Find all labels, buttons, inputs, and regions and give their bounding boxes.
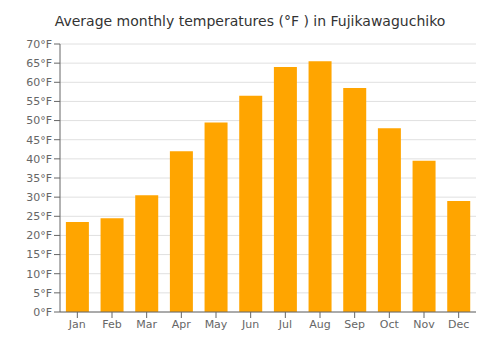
svg-text:Jun: Jun bbox=[241, 318, 259, 331]
svg-text:Jan: Jan bbox=[68, 318, 86, 331]
svg-text:10°F: 10°F bbox=[26, 268, 52, 281]
svg-text:50°F: 50°F bbox=[26, 114, 52, 127]
svg-text:65°F: 65°F bbox=[26, 57, 52, 70]
svg-text:Jul: Jul bbox=[278, 318, 292, 331]
svg-text:0°F: 0°F bbox=[33, 306, 52, 319]
html-text:Average monthly temperatures (: Average monthly temperatures (°F ) in Fu… bbox=[54, 13, 446, 29]
svg-text:15°F: 15°F bbox=[26, 248, 52, 261]
svg-text:Aug: Aug bbox=[309, 318, 330, 331]
svg-text:5°F: 5°F bbox=[33, 287, 52, 300]
svg-text:Feb: Feb bbox=[102, 318, 121, 331]
svg-text:35°F: 35°F bbox=[26, 172, 52, 185]
svg-text:20°F: 20°F bbox=[26, 229, 52, 242]
svg-text:Oct: Oct bbox=[380, 318, 400, 331]
svg-text:Mar: Mar bbox=[136, 318, 157, 331]
svg-text:Nov: Nov bbox=[413, 318, 435, 331]
svg-text:70°F: 70°F bbox=[26, 38, 52, 51]
svg-text:May: May bbox=[205, 318, 228, 331]
svg-text:Dec: Dec bbox=[448, 318, 469, 331]
svg-text:Apr: Apr bbox=[172, 318, 192, 331]
svg-text:40°F: 40°F bbox=[26, 153, 52, 166]
svg-text:Sep: Sep bbox=[344, 318, 365, 331]
svg-text:30°F: 30°F bbox=[26, 191, 52, 204]
svg-text:45°F: 45°F bbox=[26, 134, 52, 147]
svg-text:55°F: 55°F bbox=[26, 95, 52, 108]
svg-text:60°F: 60°F bbox=[26, 76, 52, 89]
svg-text:25°F: 25°F bbox=[26, 210, 52, 223]
